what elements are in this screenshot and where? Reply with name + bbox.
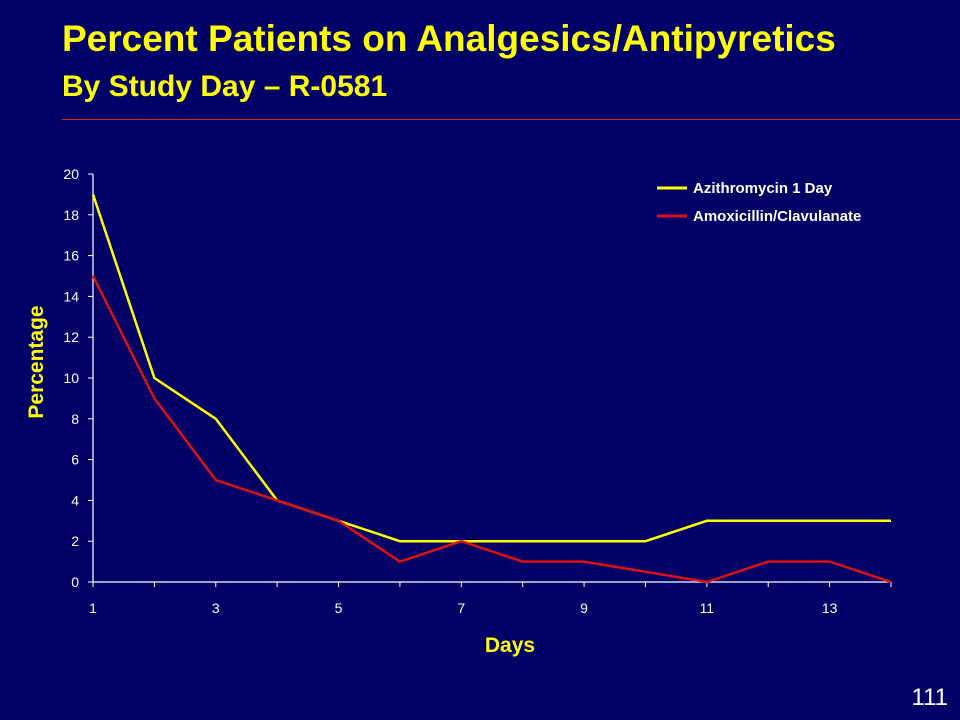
x-tick-label: 7 [457,600,465,616]
y-tick-label: 10 [63,370,79,386]
azithromycin-series-line [91,194,891,543]
x-axis-ticks: 1 3 5 7 9 11 13 [89,582,892,616]
y-axis-title: Percentage [25,305,48,418]
x-tick-label: 3 [212,600,220,616]
y-tick-label: 14 [63,288,79,304]
y-tick-label: 4 [71,492,79,508]
series-lines [91,194,892,584]
title-divider [62,119,960,120]
y-tick-label: 0 [71,574,79,590]
slide-title: Percent Patients on Analgesics/Antipyret… [62,18,836,59]
y-tick-label: 12 [63,329,79,345]
page-number: 111 [911,684,948,711]
y-tick-label: 6 [71,452,79,468]
y-tick-label: 16 [63,248,79,264]
x-tick-label: 5 [335,600,343,616]
y-axis-ticks: 0 2 4 6 8 10 12 14 16 18 20 [63,166,93,590]
x-tick-label: 9 [580,600,588,616]
y-tick-label: 18 [63,207,79,223]
legend-label: Amoxicillin/Clavulanate [693,208,861,225]
amoxicillin-series-line [91,275,892,584]
x-tick-label: 13 [822,600,838,616]
chart-legend: Azithromycin 1 Day Amoxicillin/Clavulanat… [657,180,861,225]
y-tick-label: 2 [71,533,79,549]
legend-label: Azithromycin 1 Day [693,180,833,197]
y-tick-label: 20 [63,166,79,182]
x-tick-label: 11 [700,600,715,616]
slide-subtitle: By Study Day – R-0581 [62,70,388,103]
x-axis-title: Days [485,634,535,657]
y-tick-label: 8 [71,411,79,427]
x-tick-label: 1 [89,600,97,616]
